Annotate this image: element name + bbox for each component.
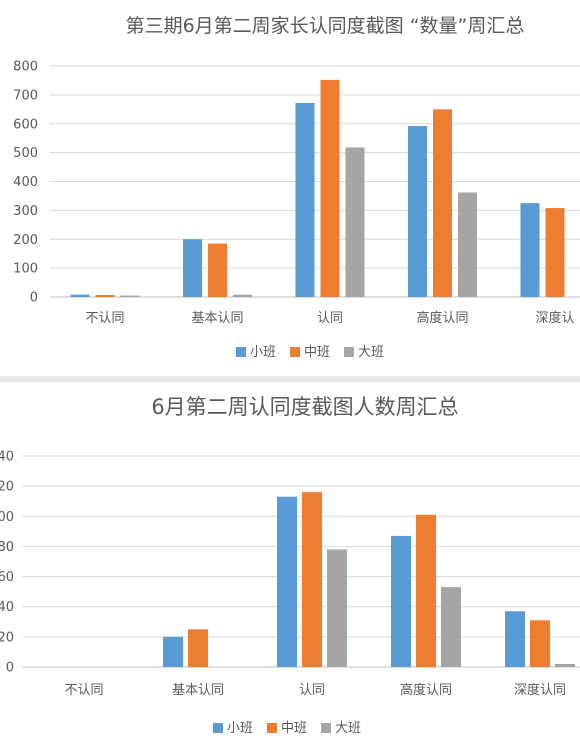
- bar-middle: [320, 79, 340, 297]
- bar-small: [520, 203, 540, 297]
- bar-middle: [302, 492, 322, 667]
- y-tick-label: 700: [13, 88, 38, 103]
- legend-label-middle: 中班: [304, 345, 330, 360]
- bar-middle: [433, 109, 452, 297]
- x-category-label: 不认同: [64, 683, 103, 698]
- x-category-label: 不认同: [85, 311, 124, 326]
- bar-large: [458, 192, 477, 297]
- bar-large: [555, 663, 575, 667]
- bar-small: [183, 239, 202, 297]
- y-tick-label: 20: [0, 630, 14, 645]
- bar-small: [391, 535, 411, 667]
- y-tick-label: 100: [0, 510, 14, 525]
- legend-swatch-middle: [267, 723, 277, 733]
- y-tick-label: 800: [13, 60, 38, 75]
- y-tick-label: 60: [0, 570, 14, 585]
- legend-swatch-small: [213, 723, 223, 733]
- bar-large: [345, 147, 365, 297]
- y-tick-label: 0: [30, 291, 38, 306]
- bar-large: [233, 294, 252, 297]
- bar-middle: [95, 294, 115, 297]
- legend-label-small: 小班: [227, 721, 253, 736]
- bar-small: [505, 611, 525, 667]
- chart-weekly-people: 6月第二周认同度截图人数周汇总 0 20 40 60 80 100 120 140 不认同 基本认同…: [0, 395, 580, 736]
- x-category-label: 基本认同: [191, 311, 243, 326]
- legend-label-large: 大班: [335, 721, 361, 736]
- legend-swatch-large: [344, 347, 354, 357]
- y-tick-label: 140: [0, 450, 14, 465]
- chart-weekly-count: 第三期6月第二周家长认同度截图 “数量”周汇总 0 100 200 300 400 500 6…: [13, 15, 580, 360]
- legend-swatch-large: [321, 723, 331, 733]
- x-category-label: 认同: [317, 311, 343, 326]
- y-tick-label: 200: [13, 233, 38, 248]
- legend-label-middle: 中班: [281, 721, 307, 736]
- x-category-label: 深度认: [535, 310, 574, 326]
- y-tick-label: 500: [13, 146, 38, 161]
- bar-small: [277, 496, 297, 667]
- y-tick-label: 80: [0, 540, 14, 555]
- legend-label-small: 小班: [250, 345, 276, 360]
- y-tick-label: 400: [13, 175, 38, 190]
- chart-title: 第三期6月第二周家长认同度截图 “数量”周汇总: [126, 15, 525, 37]
- legend-swatch-middle: [290, 347, 300, 357]
- legend-swatch-small: [236, 347, 246, 357]
- bar-middle: [545, 208, 565, 297]
- y-tick-label: 600: [13, 117, 38, 132]
- x-category-label: 高度认同: [416, 310, 468, 326]
- bar-small: [295, 102, 315, 298]
- y-tick-label: 100: [13, 262, 38, 277]
- x-category-label: 高度认同: [400, 682, 452, 698]
- y-tick-label: 40: [0, 600, 14, 615]
- bar-large: [120, 295, 140, 297]
- bar-small: [408, 126, 427, 297]
- panel-divider: [0, 376, 580, 382]
- chart-title: 6月第二周认同度截图人数周汇总: [151, 395, 458, 419]
- x-category-label: 认同: [299, 683, 325, 698]
- bar-middle: [530, 620, 550, 667]
- bar-small: [163, 636, 183, 667]
- x-category-label: 基本认同: [172, 683, 224, 698]
- bar-small: [70, 294, 90, 297]
- bar-middle: [208, 243, 227, 297]
- x-category-label: 深度认同: [514, 682, 566, 698]
- bar-middle: [416, 514, 436, 667]
- bar-middle: [188, 629, 208, 667]
- bar-large: [441, 587, 461, 667]
- y-tick-label: 120: [0, 480, 14, 495]
- y-tick-label: 300: [13, 204, 38, 219]
- y-tick-label: 0: [6, 661, 14, 676]
- bar-large: [327, 549, 347, 667]
- legend-label-large: 大班: [358, 345, 384, 360]
